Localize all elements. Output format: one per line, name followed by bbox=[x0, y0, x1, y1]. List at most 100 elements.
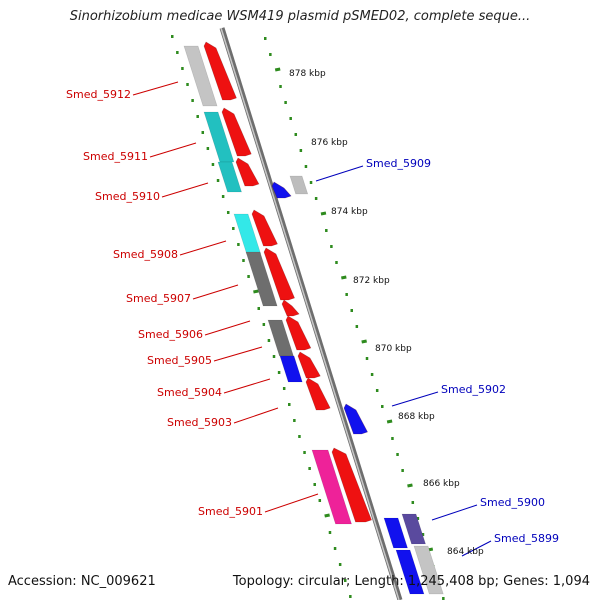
minor-tick bbox=[304, 165, 308, 168]
feature-blue-5909 bbox=[271, 181, 292, 199]
feature-pink-5901 bbox=[311, 449, 352, 525]
minor-tick bbox=[308, 467, 311, 470]
minor-tick bbox=[257, 307, 260, 310]
minor-tick bbox=[262, 323, 266, 326]
minor-tick bbox=[313, 483, 316, 486]
minor-tick bbox=[345, 293, 348, 296]
minor-tick bbox=[370, 373, 374, 376]
minor-tick bbox=[314, 197, 318, 200]
feature-purple-5900 bbox=[401, 513, 426, 545]
minor-tick bbox=[293, 419, 296, 422]
minor-tick bbox=[267, 339, 271, 342]
major-tick bbox=[407, 483, 413, 488]
gene-features bbox=[183, 41, 444, 595]
minor-tick bbox=[201, 131, 205, 134]
genome-stats-text: Topology: circular; Length: 1,245,408 bp… bbox=[232, 574, 590, 589]
scale-label-876: 876 kbp bbox=[311, 138, 348, 148]
gene-label-smed-5904[interactable]: Smed_5904 bbox=[157, 386, 222, 399]
scale-label-864: 864 kbp bbox=[447, 547, 484, 557]
minor-tick bbox=[375, 389, 379, 392]
gene-label-smed-5910[interactable]: Smed_5910 bbox=[95, 190, 160, 203]
minor-tick bbox=[333, 547, 337, 550]
gene-label-smed-5908[interactable]: Smed_5908 bbox=[113, 248, 178, 261]
minor-tick bbox=[365, 357, 369, 360]
minor-tick bbox=[221, 195, 225, 198]
minor-tick bbox=[191, 99, 194, 102]
minor-tick bbox=[381, 405, 384, 408]
minor-tick bbox=[206, 147, 210, 150]
leader-left-2 bbox=[161, 182, 209, 198]
feature-blue-5902 bbox=[343, 403, 368, 435]
feature-cyan-5911 bbox=[203, 111, 235, 163]
minor-tick bbox=[176, 51, 179, 54]
minor-tick bbox=[396, 453, 399, 456]
scale-label-866: 866 kbp bbox=[423, 479, 460, 489]
minor-tick bbox=[299, 149, 303, 152]
gene-label-smed-5905[interactable]: Smed_5905 bbox=[147, 354, 212, 367]
feature-grey-5899 bbox=[413, 545, 444, 595]
gene-label-smed-5907[interactable]: Smed_5907 bbox=[126, 292, 191, 305]
leader-left-5 bbox=[204, 320, 251, 336]
chromosome-backbone bbox=[219, 27, 403, 600]
feature-arrow-5912 bbox=[203, 41, 237, 101]
minor-tick bbox=[237, 243, 240, 246]
feature-grey-1 bbox=[183, 45, 218, 107]
minor-tick bbox=[298, 435, 301, 438]
minor-tick bbox=[264, 37, 267, 40]
minor-tick bbox=[401, 469, 404, 472]
minor-tick bbox=[171, 35, 174, 38]
gene-label-smed-5902[interactable]: Smed_5902 bbox=[441, 383, 506, 396]
minor-tick bbox=[391, 437, 394, 440]
feature-arrow-5906-small bbox=[281, 299, 300, 317]
gene-label-smed-5899[interactable]: Smed_5899 bbox=[494, 532, 559, 545]
gene-label-smed-5912[interactable]: Smed_5912 bbox=[66, 88, 131, 101]
major-tick bbox=[341, 275, 347, 280]
minor-tick bbox=[343, 579, 347, 582]
feature-arrow-5908 bbox=[251, 209, 278, 247]
gene-label-smed-5911[interactable]: Smed_5911 bbox=[83, 150, 148, 163]
gene-label-smed-5901[interactable]: Smed_5901 bbox=[198, 505, 263, 518]
minor-tick bbox=[211, 163, 215, 166]
minor-tick bbox=[328, 531, 332, 534]
gene-label-smed-5900[interactable]: Smed_5900 bbox=[480, 496, 545, 509]
minor-tick bbox=[232, 227, 235, 230]
minor-tick bbox=[181, 67, 184, 70]
minor-tick bbox=[247, 275, 250, 278]
feature-cyan-5910 bbox=[217, 161, 242, 193]
minor-tick bbox=[350, 309, 353, 312]
major-tick bbox=[361, 339, 367, 344]
major-tick bbox=[320, 211, 327, 216]
gene-label-smed-5906[interactable]: Smed_5906 bbox=[138, 328, 203, 341]
leader-left-1 bbox=[149, 142, 197, 158]
minor-tick bbox=[279, 85, 282, 88]
leader-left-9 bbox=[264, 493, 319, 513]
feature-arrow-5907 bbox=[263, 247, 295, 301]
minor-tick bbox=[442, 597, 445, 600]
scale-label-870: 870 kbp bbox=[375, 344, 412, 354]
minor-tick bbox=[272, 355, 276, 358]
scale-label-872: 872 kbp bbox=[353, 276, 390, 286]
leader-left-3 bbox=[179, 240, 227, 256]
leader-right-1 bbox=[391, 391, 439, 407]
accession-text: Accession: NC_009621 bbox=[8, 574, 156, 589]
leader-right-0 bbox=[315, 165, 364, 182]
gene-label-smed-5903[interactable]: Smed_5903 bbox=[167, 416, 232, 429]
minor-tick bbox=[282, 387, 286, 390]
leader-right-2 bbox=[431, 504, 478, 521]
major-tick bbox=[274, 67, 281, 72]
leader-left-0 bbox=[132, 81, 179, 96]
label-leaders bbox=[132, 81, 492, 557]
minor-tick bbox=[421, 533, 425, 536]
minor-tick bbox=[277, 371, 281, 374]
minor-tick bbox=[294, 133, 298, 136]
minor-tick bbox=[289, 117, 292, 120]
leader-right-3 bbox=[461, 540, 492, 557]
feature-arrow-5904 bbox=[297, 351, 321, 379]
minor-tick bbox=[216, 179, 220, 182]
gene-label-smed-5909[interactable]: Smed_5909 bbox=[366, 157, 431, 170]
minor-tick bbox=[335, 261, 338, 264]
leader-left-7 bbox=[223, 378, 271, 394]
minor-tick bbox=[416, 517, 420, 520]
major-tick bbox=[253, 289, 259, 294]
